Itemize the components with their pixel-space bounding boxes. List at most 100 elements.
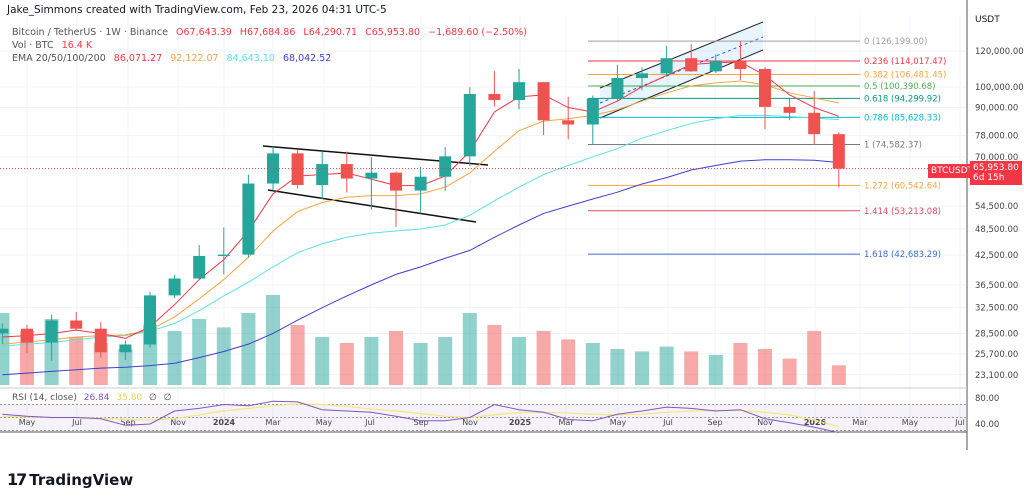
- volume-legend: Vol · BTC 16.4 K: [12, 40, 97, 51]
- ema200-value: 68,042.52: [282, 53, 332, 64]
- ema-legend: EMA 20/50/100/200 86,071.27 92,122.07 84…: [12, 53, 336, 64]
- volume-bar: [659, 346, 674, 385]
- time-tick-label: Nov: [170, 418, 186, 427]
- candle-body: [832, 134, 845, 169]
- candle: [685, 43, 698, 72]
- volume-bar: [413, 343, 428, 385]
- candle-body: [168, 278, 181, 296]
- time-tick-label: Jul: [662, 418, 673, 427]
- candle: [168, 274, 181, 299]
- candle-body: [709, 61, 722, 72]
- chart-credit: Jake_Simmons created with TradingView.co…: [7, 4, 387, 16]
- candle-body: [70, 320, 83, 329]
- candle-body: [734, 61, 747, 69]
- fib-level-label: 0.236 (114,017.47): [864, 57, 946, 67]
- rsi-extra-1: ∅: [149, 393, 157, 403]
- ema100-value: 84,643.10: [226, 53, 275, 64]
- time-tick-label: 2024: [213, 418, 236, 427]
- volume-bar: [315, 337, 330, 385]
- candle-body: [660, 58, 673, 74]
- rsi-line: [2, 400, 839, 434]
- price-tick-label: 70,000.00: [975, 153, 1018, 163]
- symbol-name[interactable]: Bitcoin / TetherUS · 1W · Binance: [12, 27, 168, 38]
- volume-bar: [733, 343, 748, 385]
- price-tick-label: 36,500.00: [975, 281, 1018, 291]
- rsi-extra-2: ∅: [163, 393, 172, 403]
- channel-mid-line: [599, 36, 764, 104]
- candle: [734, 41, 747, 81]
- rsi-ma-value: 35.80: [116, 393, 143, 403]
- candle: [45, 314, 58, 361]
- volume-bar: [266, 295, 280, 385]
- price-tick-label: 90,000.00: [975, 104, 1018, 114]
- fib-level-label: 1.618 (42,683.29): [864, 250, 941, 260]
- rsi-label[interactable]: RSI (14, close): [12, 393, 77, 403]
- candle: [21, 324, 33, 354]
- ema50-value: 92,122.07: [170, 53, 219, 64]
- price-tick-label: 120,000.00: [975, 47, 1024, 57]
- candle-body: [119, 344, 132, 353]
- candle-body: [414, 176, 427, 191]
- wedge-lower-line: [267, 189, 477, 223]
- time-tick-label: Sep: [707, 418, 722, 427]
- candle-body: [316, 164, 329, 186]
- candle: [537, 81, 550, 136]
- time-tick-label: Sep: [120, 418, 135, 427]
- candle-body: [636, 73, 648, 78]
- candle-body: [685, 58, 698, 72]
- time-tick-label: Mar: [852, 418, 868, 427]
- candle-body: [340, 164, 353, 179]
- ema-label[interactable]: EMA 20/50/100/200: [12, 53, 106, 64]
- high-value: H67,684.86: [239, 27, 296, 38]
- ema100-line: [2, 114, 839, 347]
- candle: [562, 96, 575, 140]
- candle-body: [783, 106, 796, 113]
- candle: [660, 45, 673, 77]
- price-tick-label: 48,500.00: [975, 225, 1018, 235]
- volume-bar: [708, 355, 723, 385]
- candle: [439, 147, 452, 191]
- rsi-ma-line: [2, 403, 839, 428]
- candle-body: [45, 320, 58, 343]
- price-tick-label: 42,500.00: [975, 251, 1018, 261]
- volume-bar: [610, 349, 625, 385]
- low-value: L64,290.71: [303, 27, 358, 38]
- candle: [513, 68, 525, 110]
- candle: [586, 95, 599, 145]
- volume-label[interactable]: Vol · BTC: [12, 40, 54, 51]
- tradingview-logo[interactable]: 𝟭𝟳 TradingView: [7, 470, 133, 489]
- volume-bar: [635, 351, 649, 385]
- candle: [832, 132, 845, 188]
- candle: [611, 64, 624, 101]
- volume-bar: [487, 325, 502, 385]
- time-tick-label: Sep: [413, 418, 428, 427]
- candle-body: [808, 112, 821, 135]
- volume-bar: [93, 343, 108, 385]
- bar-countdown: 6d 15h: [973, 173, 1005, 183]
- candle-body: [144, 295, 156, 345]
- open-value: O67,643.39: [176, 27, 232, 38]
- candle: [808, 90, 821, 145]
- volume-bar: [684, 351, 699, 385]
- rsi-value: 26.84: [83, 393, 110, 403]
- fib-level-label: 0.382 (106,481.45): [864, 70, 946, 80]
- candle: [636, 67, 648, 91]
- price-tick-label: 23,100.00: [975, 371, 1018, 381]
- candle: [759, 67, 771, 130]
- candle: [488, 71, 501, 107]
- change-value: −1,689.60 (−2.50%): [428, 27, 527, 38]
- candle: [414, 166, 427, 214]
- candle-body: [94, 328, 107, 353]
- candle: [242, 174, 255, 258]
- fib-level-label: 0.618 (94,299.92): [864, 94, 941, 104]
- volume-bar: [758, 349, 772, 385]
- close-value: C65,953.80: [365, 27, 421, 38]
- volume-bar: [831, 365, 846, 385]
- axis-unit: USDT: [975, 15, 1000, 25]
- fib-level-label: 1.414 (53,213.08): [864, 207, 941, 217]
- candle-body: [513, 82, 525, 101]
- candle-body: [390, 172, 402, 191]
- candle-body: [759, 68, 771, 107]
- candle: [119, 340, 132, 361]
